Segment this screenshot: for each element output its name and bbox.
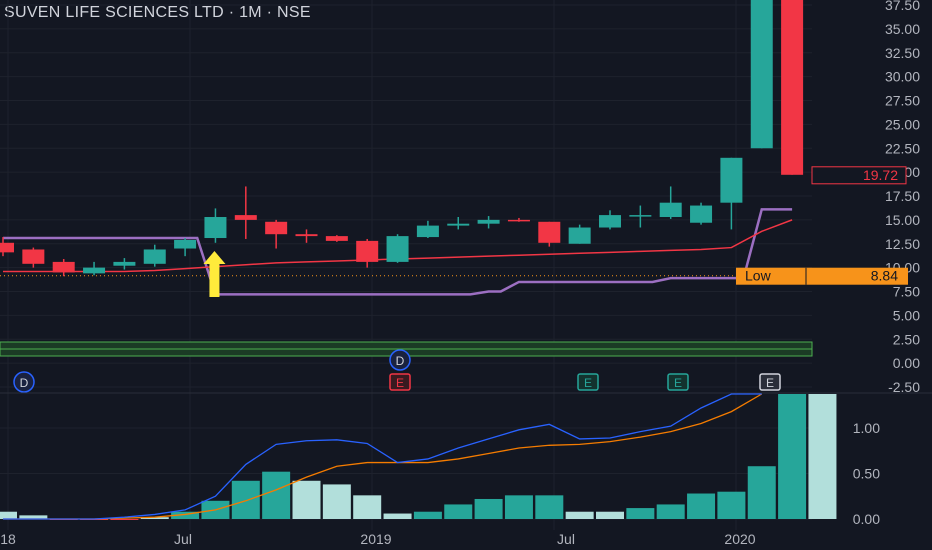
- candle-body: [356, 240, 379, 262]
- candle-body: [720, 157, 743, 203]
- earnings-marker-icon: [667, 373, 689, 391]
- candle-body: [750, 0, 773, 149]
- osc-histogram-bar: [322, 484, 351, 519]
- earnings-marker-icon: [389, 373, 411, 391]
- osc-axis-label: 0.50: [853, 466, 880, 482]
- osc-main-line: [3, 393, 762, 520]
- osc-histogram-bar: [231, 480, 260, 519]
- candle-body: [295, 234, 318, 237]
- time-axis-label: Jul: [174, 531, 192, 547]
- osc-histogram-bar: [474, 498, 503, 519]
- osc-histogram-bar: [292, 480, 321, 519]
- time-axis-label: 2020: [724, 531, 755, 547]
- candle-body: [113, 261, 136, 266]
- low-badge-value: 8.84: [871, 268, 898, 284]
- buy-signal-arrow: [203, 251, 226, 297]
- osc-histogram-bar: [596, 511, 624, 519]
- earnings-marker-icon: [759, 373, 781, 391]
- osc-histogram-bar: [383, 513, 412, 519]
- candle-body: [265, 221, 288, 235]
- event-marker-label: E: [584, 376, 592, 390]
- candle-body: [659, 202, 682, 218]
- osc-histogram-bar: [19, 515, 48, 519]
- candle-body: [447, 223, 470, 226]
- price-axis-label: 32.50: [885, 45, 920, 61]
- price-axis-label: 2.50: [893, 331, 920, 347]
- candle-body: [538, 221, 561, 243]
- dividend-marker-icon: [389, 349, 411, 371]
- candle-body: [629, 215, 652, 217]
- price-axis-label: 0.00: [893, 355, 920, 371]
- event-marker-label: E: [674, 376, 682, 390]
- osc-histogram-bar: [171, 511, 200, 519]
- price-axis-label: -2.50: [888, 379, 920, 395]
- osc-histogram-bar: [626, 508, 655, 519]
- candle-body: [325, 236, 348, 241]
- current-price-badge: [811, 166, 907, 185]
- candle-body: [599, 215, 621, 228]
- osc-histogram-bar: [413, 511, 442, 519]
- price-axis-label: 37.50: [885, 0, 920, 13]
- candle-body: [174, 239, 197, 249]
- price-axis-label: 17.50: [885, 188, 920, 204]
- event-marker-label: D: [396, 354, 405, 368]
- osc-histogram-bar: [262, 471, 291, 519]
- osc-axis-label: 1.00: [853, 420, 880, 436]
- candle-body: [52, 261, 75, 273]
- price-axis-label: 22.50: [885, 140, 920, 156]
- price-axis-label: 25.00: [885, 116, 920, 132]
- candle-body: [477, 219, 500, 224]
- event-marker-label: E: [396, 376, 404, 390]
- candle-body: [386, 236, 409, 262]
- current-price-label: 19.72: [863, 167, 898, 183]
- osc-axis-label: 0.00: [853, 511, 880, 527]
- price-axis-label: 15.00: [885, 212, 920, 228]
- price-axis-label: 27.50: [885, 93, 920, 109]
- low-badge: [736, 267, 908, 285]
- osc-histogram-bar: [565, 511, 594, 519]
- osc-histogram-bar: [808, 394, 837, 519]
- candle-body: [781, 0, 804, 175]
- candle-body: [568, 227, 591, 244]
- osc-histogram-bar: [0, 511, 17, 519]
- osc-histogram-bar: [747, 466, 776, 519]
- stop-line: [3, 208, 793, 296]
- osc-histogram-bar: [656, 504, 685, 519]
- price-axis-label: 35.00: [885, 21, 920, 37]
- candle-body: [690, 205, 713, 223]
- event-marker-label: D: [20, 376, 29, 390]
- low-badge-label: Low: [745, 268, 772, 284]
- dividend-marker-icon: [13, 371, 35, 393]
- osc-histogram-bar: [353, 495, 382, 519]
- candle-body: [507, 219, 530, 222]
- candle-body: [22, 249, 45, 264]
- osc-histogram-bar: [778, 394, 807, 519]
- candle-body: [0, 242, 14, 253]
- osc-histogram-bar: [504, 495, 533, 519]
- osc-histogram-bar: [687, 493, 716, 519]
- candle-body: [204, 217, 227, 239]
- time-axis-label: Jul: [557, 531, 575, 547]
- candle-body: [416, 225, 439, 238]
- price-axis-label: 5.00: [893, 307, 920, 323]
- time-axis-label: 18: [0, 531, 16, 547]
- time-axis-label: 2019: [360, 531, 391, 547]
- osc-histogram-bar: [717, 491, 746, 519]
- osc-histogram-bar: [110, 519, 139, 520]
- price-axis-label: 7.50: [893, 284, 920, 300]
- osc-histogram-bar: [444, 504, 473, 519]
- price-axis-label: 30.00: [885, 69, 920, 85]
- chart-title: SUVEN LIFE SCIENCES LTD · 1M · NSE: [4, 4, 311, 21]
- price-axis-label: 12.50: [885, 236, 920, 252]
- event-marker-label: E: [766, 376, 774, 390]
- osc-signal-line: [3, 393, 763, 520]
- candle-body: [234, 215, 257, 220]
- candle-body: [143, 249, 166, 264]
- osc-histogram-bar: [535, 495, 564, 519]
- osc-histogram-bar: [140, 517, 169, 519]
- earnings-marker-icon: [577, 373, 599, 391]
- candle-body: [83, 267, 106, 274]
